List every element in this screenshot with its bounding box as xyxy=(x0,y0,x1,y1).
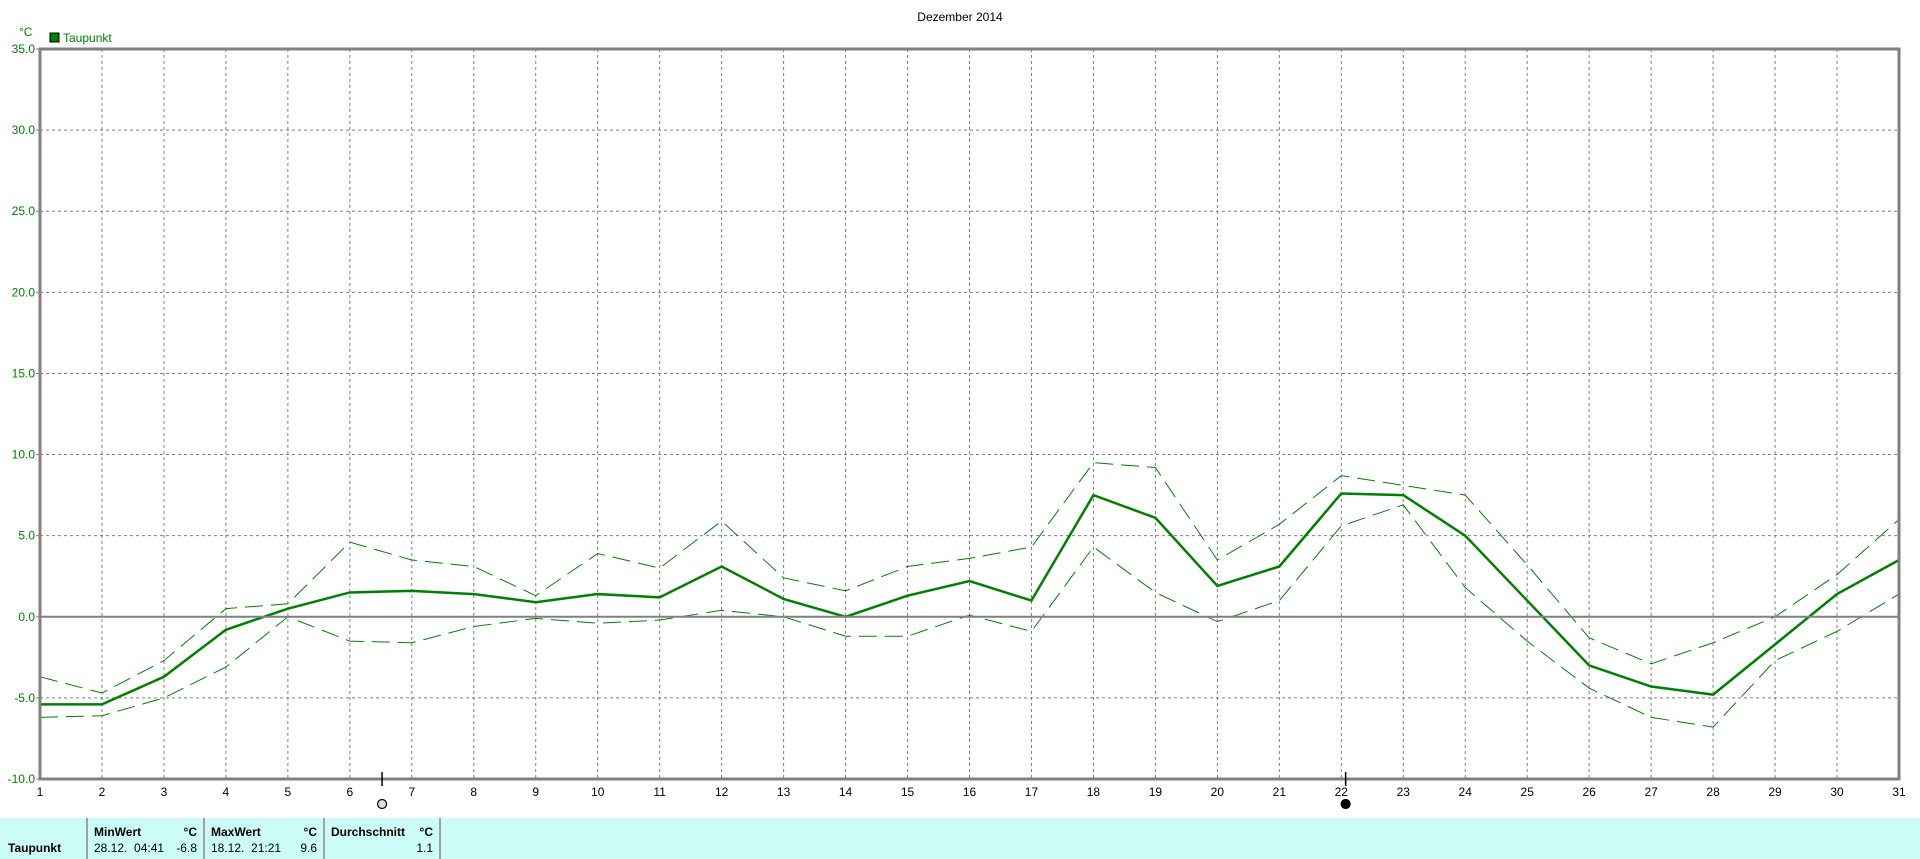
chart-title: Dezember 2014 xyxy=(917,10,1003,24)
avg-unit: °C xyxy=(419,825,433,839)
x-tick-label: 27 xyxy=(1644,785,1658,799)
legend-label-taupunkt: Taupunkt xyxy=(63,31,112,45)
legend-swatch xyxy=(49,32,60,43)
max-value: 9.6 xyxy=(300,841,317,855)
plot-frame xyxy=(38,47,1901,781)
x-tick-label: 30 xyxy=(1830,785,1844,799)
x-tick-label: 16 xyxy=(963,785,977,799)
y-tick-label: 10.0 xyxy=(12,448,36,462)
x-tick-label: 15 xyxy=(901,785,915,799)
x-tick-label: 21 xyxy=(1273,785,1287,799)
x-tick-label: 11 xyxy=(653,785,666,799)
x-tick-label: 9 xyxy=(532,785,539,799)
dewpoint-chart: Dezember 2014 °C Taupunkt 35.030.025.020… xyxy=(8,10,1906,810)
x-tick-label: 8 xyxy=(470,785,477,799)
y-tick-label: 5.0 xyxy=(18,529,35,543)
x-tick-label: 31 xyxy=(1892,785,1906,799)
y-tick-label: -5.0 xyxy=(14,691,35,705)
stats-row-label: Taupunkt xyxy=(8,841,62,855)
x-tick-label: 26 xyxy=(1582,785,1596,799)
y-tick-label: 30.0 xyxy=(12,123,36,137)
stats-row-label-cell: Taupunkt xyxy=(0,818,88,859)
x-tick-label: 2 xyxy=(99,785,106,799)
x-tick-label: 5 xyxy=(285,785,292,799)
max-time: 18.12. 21:21 xyxy=(211,841,282,855)
statistics-bar: Taupunkt MinWert °C 28.12. 04:41 -6.8 Ma… xyxy=(0,818,1920,859)
max-header: MaxWert xyxy=(211,825,261,839)
series-line-taupunkt xyxy=(40,492,1900,706)
y-tick-label: 25.0 xyxy=(12,204,36,218)
stats-avg-cell: Durchschnitt °C 1.1 xyxy=(325,818,441,859)
y-tick-label: 20.0 xyxy=(12,285,36,299)
x-tick-label: 25 xyxy=(1521,785,1535,799)
series-line-max xyxy=(39,462,1900,694)
y-tick-label: -10.0 xyxy=(8,772,36,786)
max-unit: °C xyxy=(303,825,317,839)
x-tick-label: 23 xyxy=(1397,785,1411,799)
x-tick-label: 12 xyxy=(715,785,729,799)
x-tick-label: 22 xyxy=(1335,785,1349,799)
y-axis-unit: °C xyxy=(19,25,33,39)
min-time: 28.12. 04:41 xyxy=(94,841,165,855)
x-tick-label: 14 xyxy=(839,785,853,799)
x-tick-label: 4 xyxy=(223,785,230,799)
x-tick-label: 7 xyxy=(408,785,415,799)
min-header: MinWert xyxy=(94,825,142,839)
new-moon-icon xyxy=(1340,798,1351,810)
stats-min-cell: MinWert °C 28.12. 04:41 -6.8 xyxy=(88,818,205,859)
x-tick-label: 18 xyxy=(1087,785,1101,799)
full-moon-icon xyxy=(376,798,388,810)
x-tick-label: 13 xyxy=(777,785,791,799)
y-tick-label: 0.0 xyxy=(18,610,35,624)
y-tick-label: 35.0 xyxy=(12,42,36,56)
avg-value: 1.1 xyxy=(416,841,433,855)
x-tick-label: 6 xyxy=(346,785,353,799)
x-tick-label: 24 xyxy=(1459,785,1473,799)
x-tick-label: 3 xyxy=(161,785,168,799)
x-tick-label: 1 xyxy=(37,785,44,799)
x-tick-label: 17 xyxy=(1025,785,1039,799)
avg-header: Durchschnitt xyxy=(331,825,406,839)
series-line-min xyxy=(39,504,1900,728)
x-tick-label: 19 xyxy=(1149,785,1163,799)
x-tick-label: 20 xyxy=(1211,785,1225,799)
stats-max-cell: MaxWert °C 18.12. 21:21 9.6 xyxy=(205,818,325,859)
min-value: -6.8 xyxy=(176,841,197,855)
min-unit: °C xyxy=(183,825,197,839)
x-tick-label: 28 xyxy=(1706,785,1720,799)
y-tick-label: 15.0 xyxy=(12,366,36,380)
x-tick-label: 29 xyxy=(1768,785,1782,799)
x-tick-label: 10 xyxy=(591,785,605,799)
